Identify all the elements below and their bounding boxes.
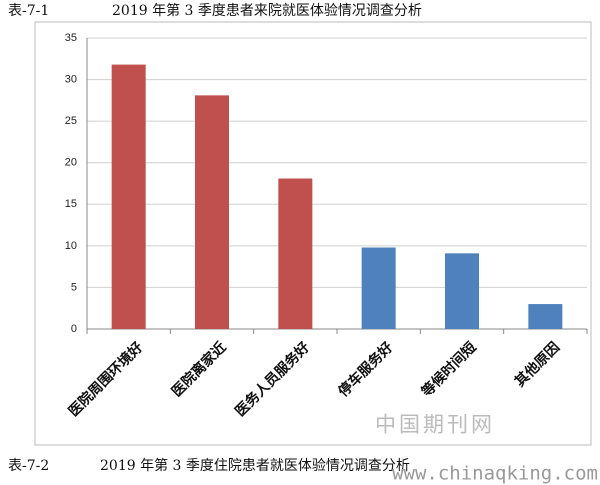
y-tick-label: 5 bbox=[71, 281, 77, 293]
bar bbox=[195, 95, 229, 330]
next-caption-number: 表-7-2 bbox=[8, 458, 49, 474]
chart-frame bbox=[34, 21, 592, 446]
bar bbox=[445, 253, 479, 329]
y-tick-label: 10 bbox=[65, 240, 77, 252]
y-tick-label: 15 bbox=[65, 198, 77, 210]
y-tick-label: 25 bbox=[65, 115, 77, 127]
y-tick-label: 30 bbox=[65, 73, 77, 85]
chart-title: 2019 年第 3 季度患者来院就医体验情况调查分析 bbox=[112, 2, 422, 19]
y-tick-label: 0 bbox=[71, 323, 77, 335]
next-caption: 2019 年第 3 季度住院患者就医体验情况调查分析 bbox=[100, 457, 410, 474]
bar bbox=[361, 247, 396, 329]
bar bbox=[528, 304, 563, 329]
watermark-url: www.chinaqking.com bbox=[392, 463, 598, 485]
y-tick-label: 35 bbox=[65, 32, 77, 44]
y-tick-label: 20 bbox=[65, 157, 77, 169]
caption-number: 表-7-1 bbox=[8, 3, 49, 19]
watermark-site: 中国期刊网 bbox=[375, 413, 495, 437]
bar bbox=[278, 178, 313, 329]
bar bbox=[111, 64, 146, 329]
